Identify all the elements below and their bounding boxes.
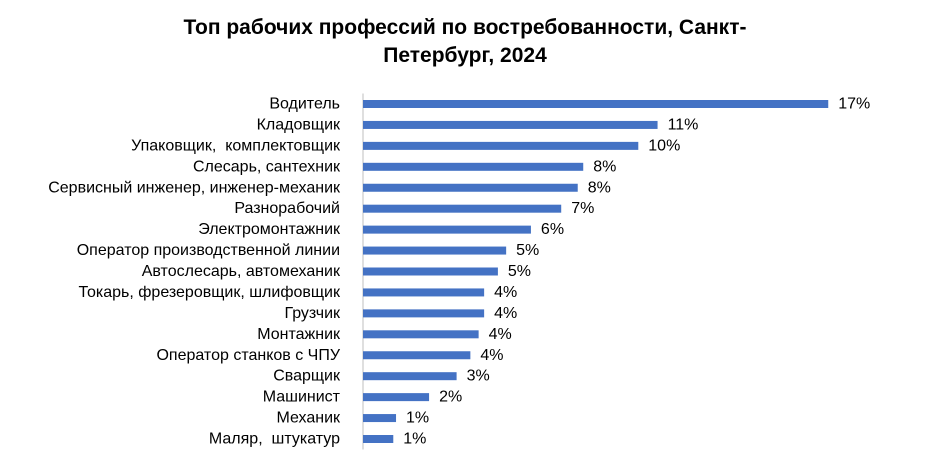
bar bbox=[363, 414, 397, 423]
value-label: 4% bbox=[494, 305, 517, 322]
bars-layer: Водитель 17% Кладовщик 11% Упаковщик, компле… bbox=[48, 96, 870, 448]
bar bbox=[363, 120, 658, 129]
value-label: 4% bbox=[480, 347, 503, 364]
category-label: Оператор производственной линии bbox=[77, 242, 340, 259]
category-label: Автослесарь, автомеханик bbox=[142, 263, 341, 280]
value-label: 2% bbox=[439, 389, 462, 406]
category-label: Разнорабочий bbox=[234, 200, 340, 217]
category-label: Сервисный инженер, инженер-механик bbox=[48, 179, 341, 196]
value-label: 5% bbox=[516, 242, 539, 259]
chart-title-line-1: Топ рабочих профессий по востребованност… bbox=[183, 16, 747, 39]
category-label: Оператор станков с ЧПУ bbox=[156, 347, 340, 364]
bar bbox=[363, 309, 485, 318]
bar bbox=[363, 204, 562, 213]
category-label: Водитель bbox=[269, 96, 340, 113]
value-label: 1% bbox=[406, 410, 429, 427]
category-label: Слесарь, сантехник bbox=[193, 158, 341, 175]
category-label: Машинист bbox=[263, 389, 341, 406]
value-label: 8% bbox=[593, 158, 616, 175]
category-label: Механик bbox=[276, 410, 341, 427]
bar bbox=[363, 351, 471, 360]
value-label: 6% bbox=[541, 221, 564, 238]
category-label: Упаковщик, комплектовщик bbox=[131, 137, 341, 154]
bar bbox=[363, 246, 507, 255]
bar bbox=[363, 288, 485, 297]
category-label: Кладовщик bbox=[257, 116, 341, 133]
value-label: 10% bbox=[648, 137, 680, 154]
value-label: 3% bbox=[467, 368, 490, 385]
value-label: 7% bbox=[571, 200, 594, 217]
bar bbox=[363, 267, 498, 276]
value-label: 1% bbox=[403, 431, 426, 448]
bar bbox=[363, 100, 829, 108]
category-label: Грузчик bbox=[284, 305, 341, 322]
bar bbox=[363, 393, 430, 402]
category-label: Токарь, фрезеровщик, шлифовщик bbox=[78, 284, 341, 301]
value-label: 4% bbox=[494, 284, 517, 301]
bar bbox=[363, 372, 457, 381]
bar bbox=[363, 183, 578, 192]
value-label: 5% bbox=[508, 263, 531, 280]
bar bbox=[363, 435, 394, 443]
bar bbox=[363, 162, 584, 171]
bar bbox=[363, 141, 639, 150]
value-label: 11% bbox=[668, 116, 699, 133]
chart-title-line-2: Петербург, 2024 bbox=[383, 44, 547, 67]
bar bbox=[363, 330, 479, 339]
chart-title: Топ рабочих профессий по востребованност… bbox=[0, 14, 930, 70]
bar bbox=[363, 225, 531, 234]
category-label: Сварщик bbox=[273, 368, 341, 385]
value-label: 4% bbox=[489, 326, 512, 343]
value-label: 8% bbox=[588, 179, 611, 196]
category-label: Маляр, штукатур bbox=[209, 431, 340, 448]
category-label: Электромонтажник bbox=[198, 221, 341, 238]
value-label: 17% bbox=[838, 96, 870, 113]
category-label: Монтажник bbox=[257, 326, 341, 343]
